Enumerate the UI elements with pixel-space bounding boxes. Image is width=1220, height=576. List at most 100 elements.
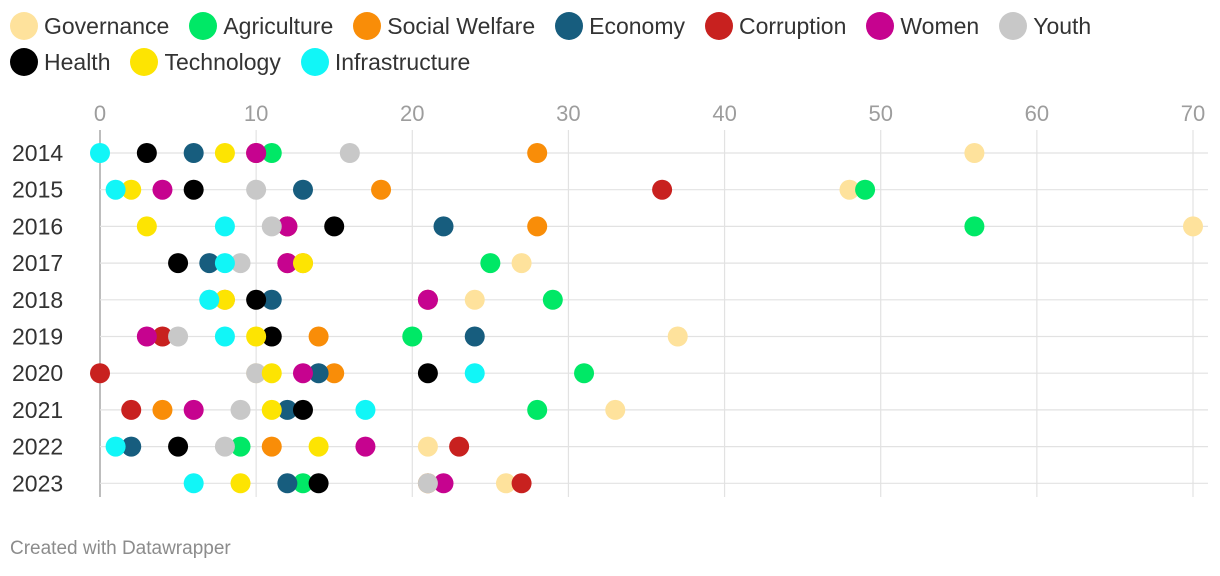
legend-swatch <box>189 12 218 40</box>
legend-label: Women <box>900 12 980 39</box>
legend-swatch <box>300 48 329 76</box>
dot-social-welfare <box>527 143 548 163</box>
dot-infrastructure <box>464 363 485 384</box>
dot-governance <box>495 473 516 494</box>
dot-women <box>417 289 438 310</box>
legend-swatch <box>10 48 38 76</box>
dot-youth <box>261 216 282 237</box>
dot-health <box>136 143 157 163</box>
dot-economy <box>277 399 298 420</box>
legend-label: Economy <box>589 12 685 39</box>
dot-economy <box>261 289 282 310</box>
legend-swatch <box>555 12 584 40</box>
dot-agriculture <box>480 253 501 274</box>
dot-youth <box>230 253 251 274</box>
dot-social-welfare <box>152 399 173 420</box>
dot-social-welfare <box>324 363 345 384</box>
legend-label: Governance <box>44 12 170 39</box>
legend-item-governance: Governance <box>10 8 169 44</box>
dot-infrastructure <box>214 253 235 274</box>
legend-label: Infrastructure <box>334 48 471 75</box>
dot-women <box>277 216 298 237</box>
dot-agriculture <box>574 363 595 384</box>
legend: Governance Agriculture Social Welfare Econo… <box>10 8 1190 80</box>
dot-technology <box>214 143 235 163</box>
dot-infrastructure <box>214 326 235 347</box>
dot-technology <box>136 216 157 237</box>
x-tick-label: 70 <box>1181 101 1205 126</box>
legend-item-infrastructure: Infrastructure <box>300 44 471 80</box>
year-label: 2014 <box>12 140 63 166</box>
legend-item-economy: Economy <box>555 8 685 44</box>
x-tick-label: 0 <box>94 101 106 126</box>
year-label: 2021 <box>12 397 63 423</box>
dot-infrastructure <box>355 399 376 420</box>
legend-swatch <box>10 12 38 40</box>
credit-text: Created with Datawrapper <box>10 538 231 559</box>
dot-corruption <box>152 326 173 347</box>
year-label: 2020 <box>12 360 63 386</box>
legend-swatch <box>866 12 895 40</box>
dot-governance <box>511 253 532 274</box>
dot-women <box>183 399 204 420</box>
legend-item-social-welfare: Social Welfare <box>353 8 535 44</box>
dot-agriculture <box>542 289 563 310</box>
dot-corruption <box>90 363 110 384</box>
dot-economy <box>121 436 142 457</box>
legend-item-technology: Technology <box>130 44 281 80</box>
dot-infrastructure <box>105 179 126 200</box>
dot-agriculture <box>402 326 423 347</box>
dot-corruption <box>511 473 532 494</box>
dot-governance <box>839 179 860 200</box>
dot-economy <box>433 216 454 237</box>
dot-health <box>292 399 313 420</box>
dot-infrastructure <box>90 143 110 163</box>
legend-label: Youth <box>1033 12 1092 39</box>
dot-economy <box>292 179 313 200</box>
legend-swatch <box>353 12 382 40</box>
legend-item-health: Health <box>10 44 110 80</box>
dot-women <box>152 179 173 200</box>
dot-technology <box>308 436 329 457</box>
dot-technology <box>214 289 235 310</box>
dot-health <box>324 216 345 237</box>
legend-item-agriculture: Agriculture <box>189 8 333 44</box>
dot-technology <box>292 253 313 274</box>
dot-corruption <box>121 399 142 420</box>
dot-social-welfare <box>371 179 392 200</box>
legend-swatch <box>705 12 733 40</box>
dot-corruption <box>652 179 673 200</box>
legend-label: Social Welfare <box>387 12 536 39</box>
x-tick-label: 10 <box>244 101 268 126</box>
dot-agriculture <box>964 216 985 237</box>
dot-youth <box>214 436 235 457</box>
dot-women <box>136 326 157 347</box>
dot-women <box>433 473 454 494</box>
dot-social-welfare <box>261 436 282 457</box>
dot-agriculture <box>261 143 282 163</box>
dot-infrastructure <box>105 436 126 457</box>
year-label: 2017 <box>12 250 63 276</box>
dot-health <box>417 363 438 384</box>
dot-health <box>168 436 189 457</box>
dot-governance <box>417 436 438 457</box>
dot-women <box>277 253 298 274</box>
legend-item-corruption: Corruption <box>705 8 846 44</box>
dot-youth <box>246 179 267 200</box>
legend-label: Agriculture <box>223 12 334 39</box>
dot-social-welfare <box>308 326 329 347</box>
dot-economy <box>308 363 329 384</box>
x-tick-label: 20 <box>400 101 424 126</box>
year-label: 2018 <box>12 287 63 313</box>
dot-health <box>183 179 204 200</box>
dot-youth <box>246 363 267 384</box>
dot-technology <box>121 179 142 200</box>
dot-governance <box>667 326 688 347</box>
year-label: 2015 <box>12 177 63 203</box>
dot-governance <box>464 289 485 310</box>
dot-infrastructure <box>214 216 235 237</box>
dot-governance <box>605 399 626 420</box>
dot-youth <box>230 399 251 420</box>
year-label: 2019 <box>12 324 63 350</box>
